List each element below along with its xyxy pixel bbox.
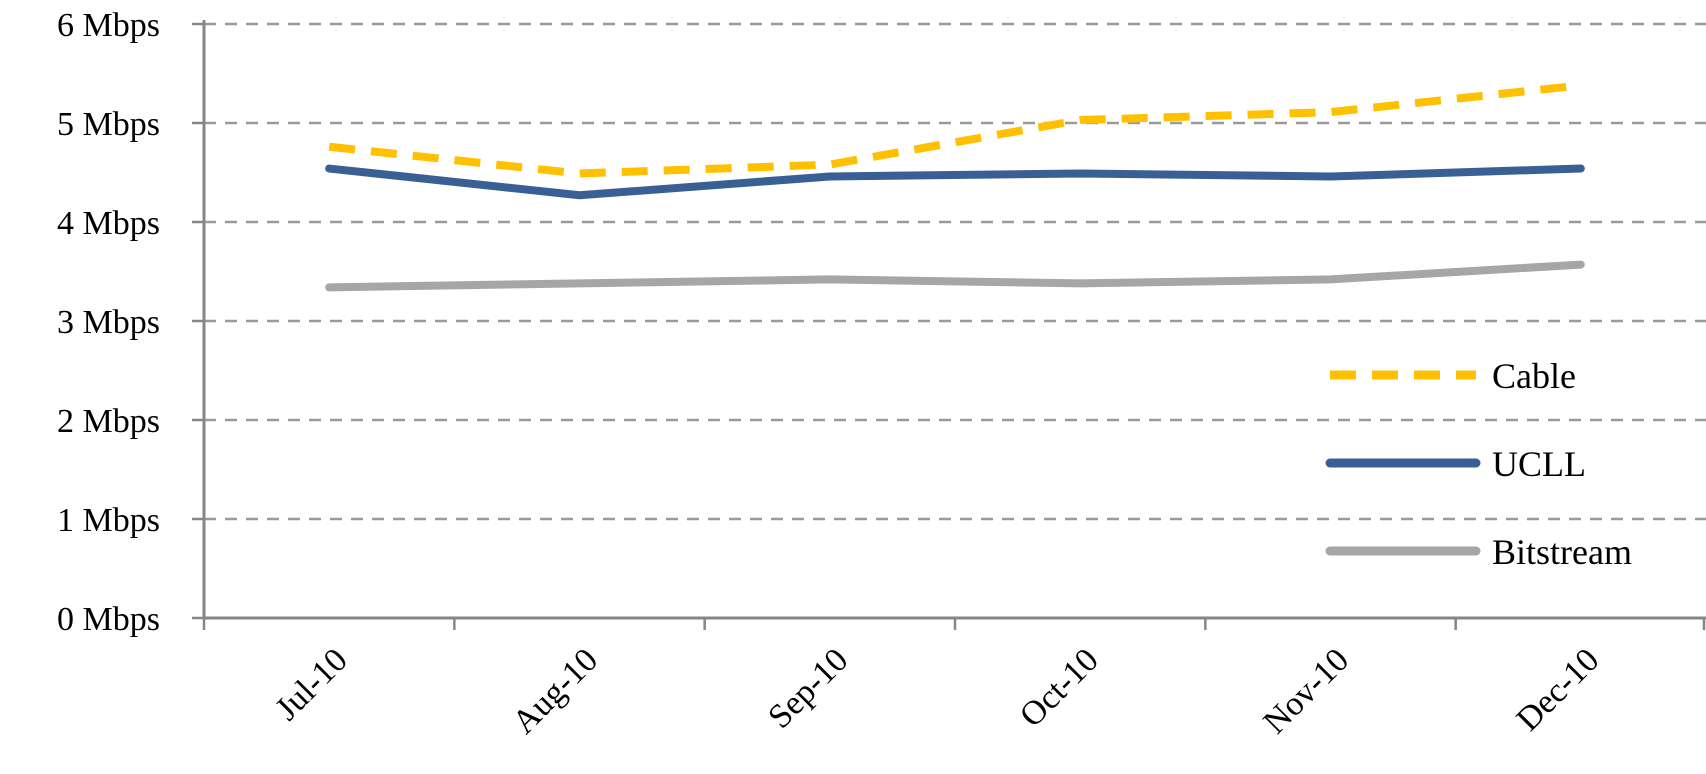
legend-label-cable: Cable bbox=[1492, 356, 1576, 396]
x-tick-label: Dec-10 bbox=[1510, 641, 1607, 738]
legend: Cable UCLL Bitstream bbox=[1325, 356, 1632, 572]
x-tick-label: Nov-10 bbox=[1257, 641, 1357, 741]
y-tick-label: 0 Mbps bbox=[57, 601, 160, 638]
y-tick-label: 1 Mbps bbox=[57, 502, 160, 539]
x-tick-label: Sep-10 bbox=[761, 641, 855, 735]
axes bbox=[192, 20, 1706, 630]
series-line-cable bbox=[328, 81, 1582, 178]
y-tick-label: 3 Mbps bbox=[57, 304, 160, 341]
y-tick-label: 2 Mbps bbox=[57, 403, 160, 440]
x-tick-labels: Jul-10 Aug-10 Sep-10 Oct-10 Nov-10 Dec-10 bbox=[269, 641, 1607, 741]
series-line-ucll bbox=[325, 164, 1585, 200]
series-line-bitstream bbox=[325, 260, 1585, 292]
y-tick-labels: 0 Mbps 1 Mbps 2 Mbps 3 Mbps 4 Mbps 5 Mbps 6 Mb… bbox=[57, 7, 160, 638]
x-tick-label: Aug-10 bbox=[506, 641, 606, 741]
y-tick-label: 6 Mbps bbox=[57, 7, 160, 44]
legend-label-bitstream: Bitstream bbox=[1492, 532, 1632, 572]
y-tick-label: 4 Mbps bbox=[57, 205, 160, 242]
legend-label-ucll: UCLL bbox=[1492, 444, 1586, 484]
x-tick-label: Jul-10 bbox=[269, 641, 355, 727]
y-tick-label: 5 Mbps bbox=[57, 106, 160, 143]
series-lines bbox=[325, 81, 1585, 292]
x-tick-label: Oct-10 bbox=[1013, 641, 1106, 734]
